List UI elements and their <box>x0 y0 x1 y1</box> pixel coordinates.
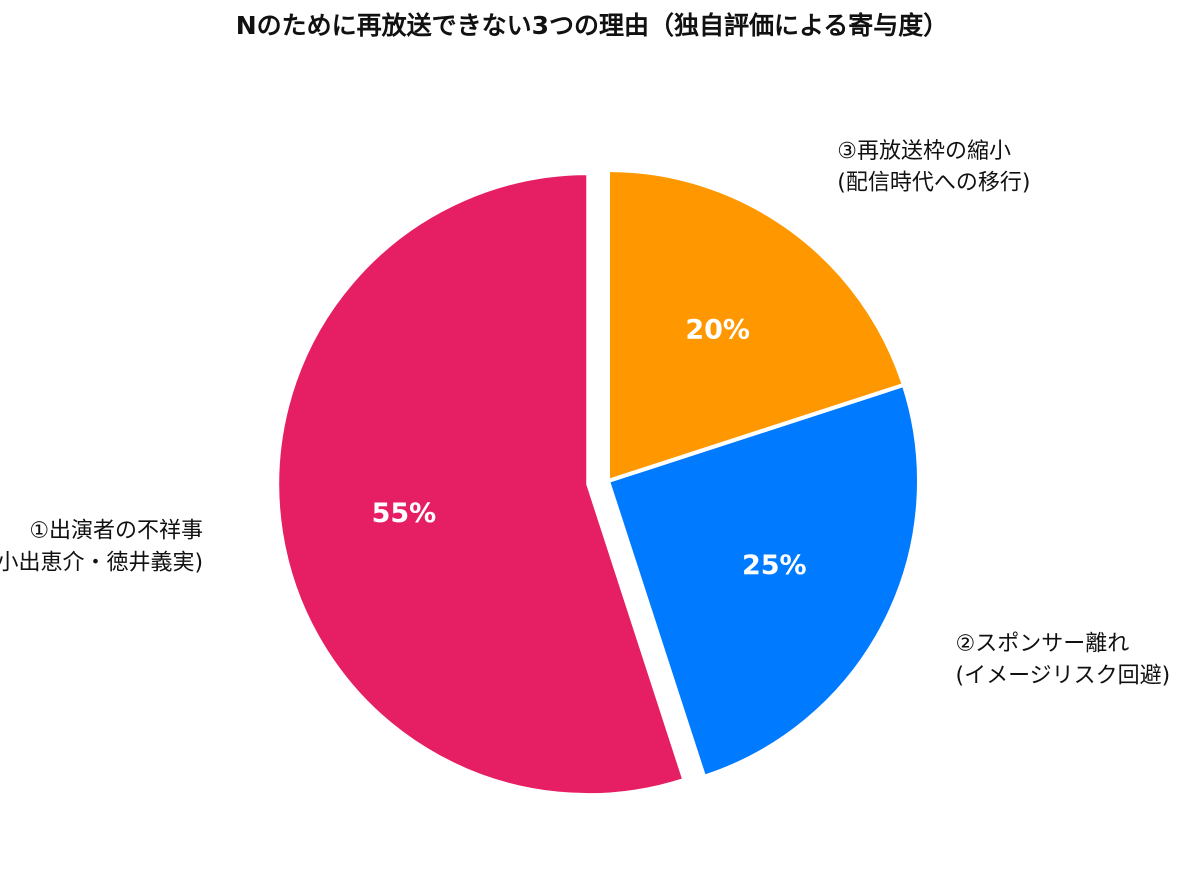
pie-slice-3 <box>606 168 906 483</box>
slice-1-category-label: ①出演者の不祥事 (小出恵介・徳井義実) <box>0 518 203 575</box>
slice-2-percent-label: 25% <box>742 550 807 581</box>
slice-2-label-line1: ②スポンサー離れ <box>955 631 1129 656</box>
slice-1-label-line2: (小出恵介・徳井義実) <box>0 550 203 575</box>
slice-2-label-line2: (イメージリスク回避) <box>955 663 1170 688</box>
slice-3-category-label: ③再放送枠の縮小 (配信時代への移行) <box>837 139 1030 196</box>
percentage-labels: 55% 25% 20% <box>372 315 807 582</box>
chart-title: Nのために再放送できない3つの理由（独自評価による寄与度） <box>235 11 949 40</box>
slice-1-percent-label: 55% <box>372 498 437 529</box>
slice-2-category-label: ②スポンサー離れ (イメージリスク回避) <box>955 631 1170 688</box>
pie-slices <box>275 168 921 798</box>
slice-3-percent-label: 20% <box>685 315 750 346</box>
pie-slice-2 <box>606 382 921 779</box>
pie-slice-1 <box>275 171 687 798</box>
slice-3-label-line2: (配信時代への移行) <box>837 171 1030 196</box>
slice-category-labels: ①出演者の不祥事 (小出恵介・徳井義実) ②スポンサー離れ (イメージリスク回避) ③再… <box>0 139 1170 688</box>
slice-1-label-line1: ①出演者の不祥事 <box>29 518 203 543</box>
slice-3-label-line1: ③再放送枠の縮小 <box>837 139 1011 164</box>
